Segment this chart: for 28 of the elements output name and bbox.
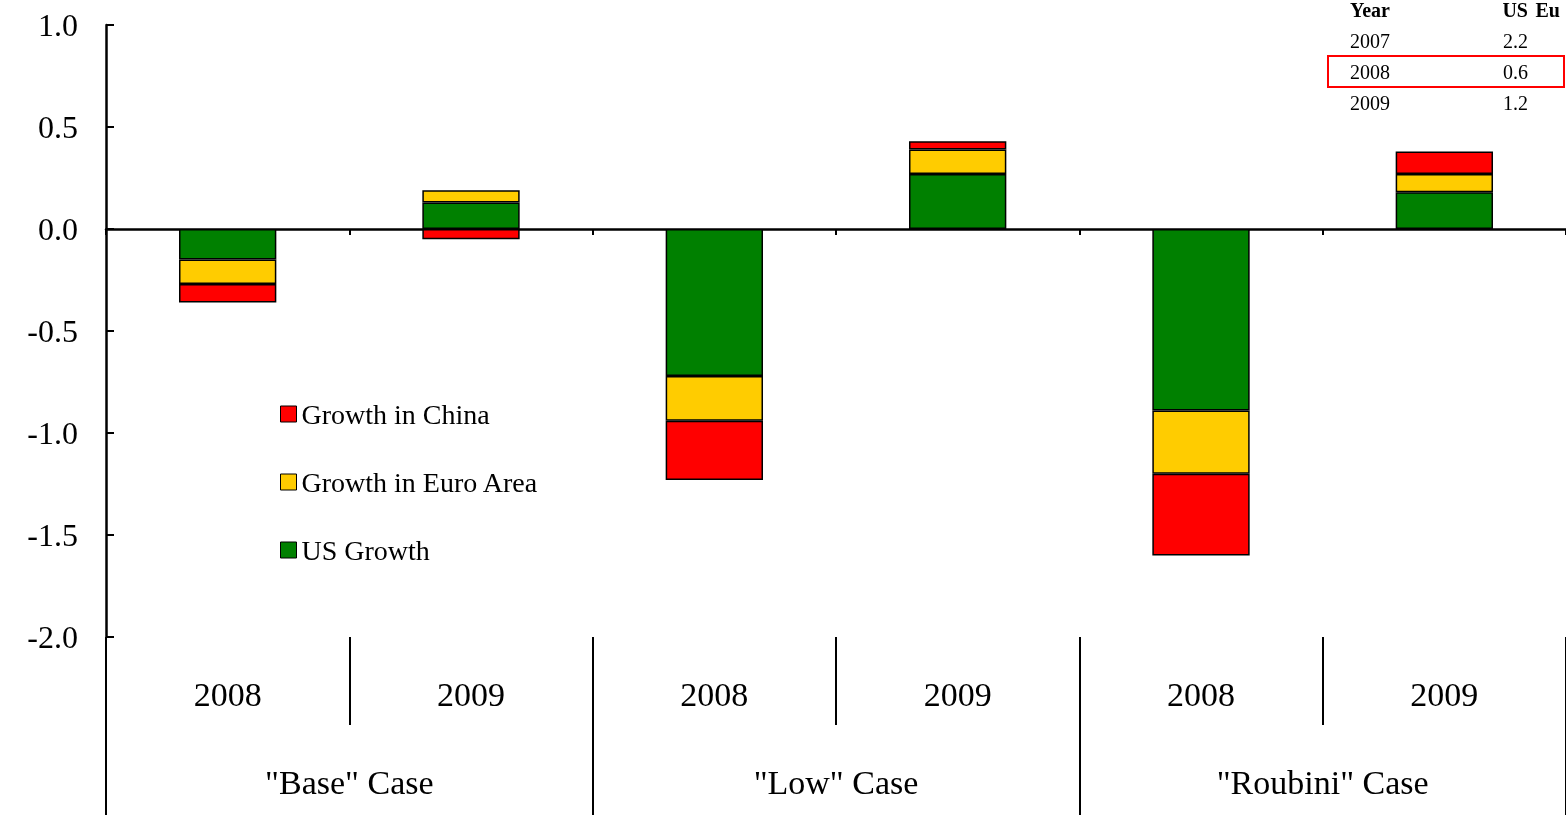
y-tick-label: 0.5 [38, 109, 78, 145]
x-tick-label: 2008 [680, 675, 749, 713]
text: "Roubini" Case [1216, 763, 1429, 801]
annotation: 1.2 [1503, 92, 1528, 114]
y-tick-label: -2.0 [27, 619, 78, 655]
text: Eu [1535, 0, 1560, 21]
y-tick-label: -1.0 [27, 415, 78, 451]
x-tick-label: 2009 [923, 675, 992, 713]
legend-label: Growth in China [301, 398, 491, 430]
annotation: 2008 [1350, 61, 1390, 83]
x-tick-label: 2008 [193, 675, 262, 713]
annotation: 2.2 [1503, 30, 1528, 52]
annotation: 2009 [1350, 92, 1390, 114]
text: "Low" Case [753, 763, 919, 801]
legend-label: Growth in Euro Area [301, 466, 538, 498]
y-tick-label: -1.5 [27, 517, 78, 553]
x-tick-label: 2009 [1410, 675, 1479, 713]
text: "Base" Case [265, 763, 434, 801]
x-tick-label: 2009 [437, 675, 505, 713]
text: US [1502, 0, 1528, 21]
legend-label: US Growth [301, 534, 430, 566]
y-tick-label: 1.0 [38, 7, 78, 43]
annotation: 0.6 [1503, 61, 1528, 83]
annotation: 2007 [1350, 30, 1390, 52]
y-tick-label: -0.5 [27, 313, 78, 349]
text: Year [1350, 0, 1391, 21]
x-tick-label: 2008 [1167, 675, 1235, 713]
y-tick-label: 0.0 [38, 211, 78, 247]
